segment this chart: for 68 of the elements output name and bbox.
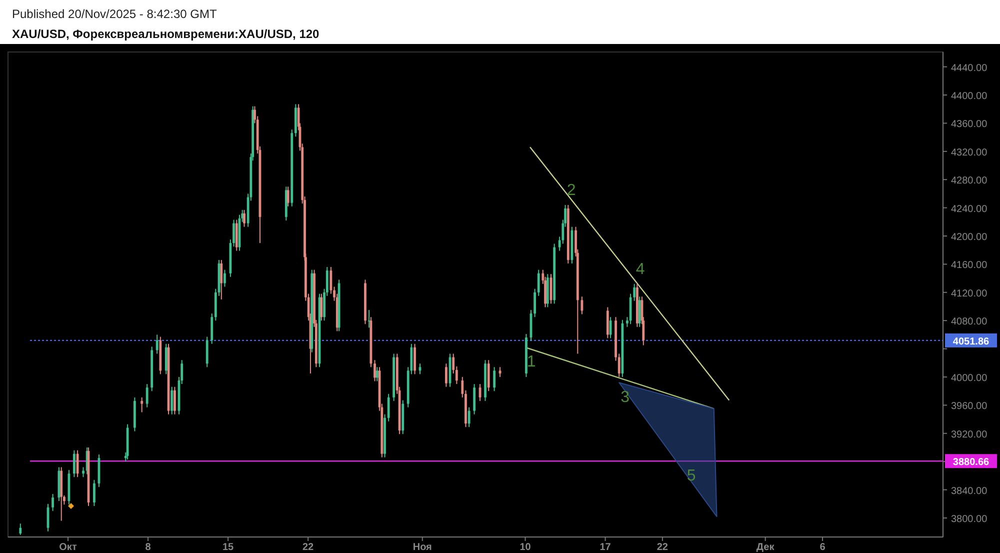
candlestick [93, 479, 96, 506]
candlestick [633, 283, 636, 302]
y-tick-label: 3920.00 [951, 429, 988, 440]
candlestick [387, 393, 390, 422]
y-tick-label: 4320.00 [951, 147, 988, 158]
y-tick-label: 4400.00 [951, 91, 988, 102]
candlestick [52, 494, 54, 512]
candlestick [235, 219, 238, 252]
candlestick [243, 209, 246, 228]
candlestick [445, 363, 448, 388]
candlestick [537, 269, 540, 296]
candlestick [19, 523, 22, 536]
x-tick-label: 22 [656, 542, 668, 553]
candlestick [534, 288, 536, 318]
ref-line-label: 3880.66 [952, 457, 990, 468]
candlestick [493, 366, 496, 392]
annotation: 3 [620, 388, 630, 406]
y-tick-label: 4240.00 [951, 204, 988, 215]
candlestick [414, 343, 416, 375]
x-tick-label: 6 [820, 542, 826, 553]
x-tick-label: 8 [145, 542, 152, 553]
annotation: 2 [566, 182, 576, 200]
annotation: 1 [526, 354, 536, 371]
x-tick-label: 15 [222, 542, 234, 553]
y-tick-label: 3840.00 [951, 486, 988, 497]
y-tick-label: 4000.00 [951, 372, 988, 384]
candlestick [468, 406, 470, 428]
y-tick-label: 3800.00 [951, 514, 988, 525]
ref-line-label: 4051.86 [952, 336, 990, 348]
x-tick-label: 22 [302, 542, 314, 553]
candlestick [156, 334, 158, 354]
candlestick [224, 269, 226, 288]
candlestick [473, 384, 476, 415]
x-tick-label: Дек [756, 542, 776, 553]
candlestick [164, 343, 168, 375]
candlestick [140, 396, 144, 413]
candlestick [73, 450, 76, 478]
y-tick-label: 4280.00 [951, 176, 988, 187]
annotation: 5 [686, 467, 696, 484]
candlestick [210, 313, 214, 344]
x-tick-label: 17 [600, 542, 612, 553]
y-tick-label: 3960.00 [951, 401, 988, 412]
y-tick-label: 4120.00 [951, 288, 988, 300]
candlestick [638, 296, 641, 328]
candlestick [487, 360, 490, 392]
y-tick-label: 4160.00 [951, 260, 988, 272]
candlestick [606, 306, 609, 339]
y-tick-label: 4200.00 [951, 232, 988, 243]
candlestick [286, 186, 290, 207]
candlestick [174, 386, 176, 415]
x-tick-label: Ноя [412, 542, 432, 553]
x-tick-label: Окт [59, 542, 77, 553]
candlestick [374, 360, 376, 382]
candlestick [320, 293, 323, 322]
y-tick-label: 4360.00 [951, 119, 988, 130]
chart-title: XAU/USD, Форексвреальномвремени:XAU/USD, 120 [12, 27, 320, 41]
annotation: 4 [636, 261, 645, 278]
candlestick [376, 366, 378, 382]
candlestick [330, 266, 332, 294]
x-tick-label: 10 [520, 542, 532, 553]
y-tick-label: 4440.00 [951, 62, 988, 74]
y-tick-label: 4080.00 [951, 316, 988, 328]
candlestick [82, 466, 84, 478]
candlestick [170, 386, 174, 415]
candlestick [146, 384, 148, 408]
candlestick [220, 259, 223, 300]
chart-subtitle: Published 20/Nov/2025 - 8:42:30 GMT [12, 7, 218, 21]
candlestick [206, 336, 208, 368]
